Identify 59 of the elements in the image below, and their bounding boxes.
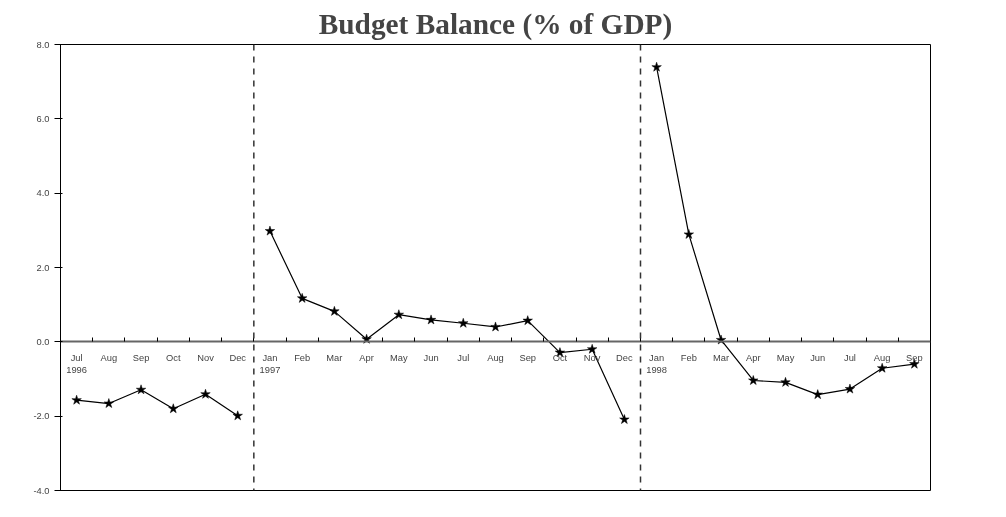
point xyxy=(200,388,211,399)
x-tick-label: Apr xyxy=(746,352,761,363)
point xyxy=(103,398,114,408)
x-tick-label: Apr xyxy=(359,352,374,363)
x-tick-label: Jan 1998 xyxy=(646,352,667,375)
point xyxy=(522,315,533,325)
x-tick-label: Aug xyxy=(487,352,504,363)
x-tick-label: May xyxy=(776,352,795,363)
x-tick-label: Sep xyxy=(132,352,150,363)
point xyxy=(780,377,791,387)
x-tick-label: Mar xyxy=(326,352,343,363)
point xyxy=(683,229,694,239)
x-tick-label: Aug xyxy=(100,352,118,363)
y-tick-label: 6.0 xyxy=(36,113,50,124)
x-tick-label: Jul xyxy=(457,352,470,363)
point xyxy=(264,225,275,236)
x-tick-label: Dec xyxy=(616,352,634,363)
x-tick-label: Feb xyxy=(680,352,697,363)
x-tick-label: Aug xyxy=(873,352,891,363)
point xyxy=(619,414,630,424)
x-tick-label: Mar xyxy=(713,352,730,363)
point xyxy=(297,293,308,303)
y-tick-label: -2.0 xyxy=(33,411,50,422)
x-tick-label: Sep xyxy=(519,352,537,363)
point xyxy=(877,362,888,373)
point xyxy=(716,334,727,345)
x-tick-label: May xyxy=(390,352,408,363)
x-tick-label: Jul xyxy=(843,352,856,363)
point xyxy=(168,403,179,414)
point xyxy=(71,394,82,405)
point xyxy=(393,309,404,319)
point xyxy=(426,314,437,325)
chart-title: Budget Balance (% of GDP) xyxy=(318,7,673,41)
y-tick-label: 2.0 xyxy=(36,262,50,273)
y-tick-label: -4.0 xyxy=(33,485,50,496)
point xyxy=(361,333,372,344)
y-tick-label: 8.0 xyxy=(36,39,50,50)
x-tick-label: Oct xyxy=(166,352,181,363)
x-tick-label: Sep xyxy=(906,352,923,363)
x-tick-label: Jun xyxy=(423,352,439,363)
x-tick-label: Jun xyxy=(810,352,826,363)
point xyxy=(458,318,469,328)
x-tick-label: Nov xyxy=(197,352,215,363)
point xyxy=(136,384,147,395)
point xyxy=(651,61,662,72)
x-tick-label: Dec xyxy=(229,352,247,363)
point xyxy=(844,383,855,394)
x-tick-label: Jul 1996 xyxy=(66,352,87,375)
x-tick-label: Jan 1997 xyxy=(259,352,281,375)
point xyxy=(587,344,598,354)
y-tick-label: 4.0 xyxy=(36,188,50,199)
y-tick-label: 0.0 xyxy=(36,336,50,347)
point xyxy=(490,321,501,332)
point xyxy=(329,306,340,316)
point xyxy=(812,389,823,399)
x-tick-label: Feb xyxy=(294,352,311,363)
point xyxy=(748,375,759,385)
point xyxy=(232,410,243,421)
x-tick-label: Oct xyxy=(552,352,568,363)
